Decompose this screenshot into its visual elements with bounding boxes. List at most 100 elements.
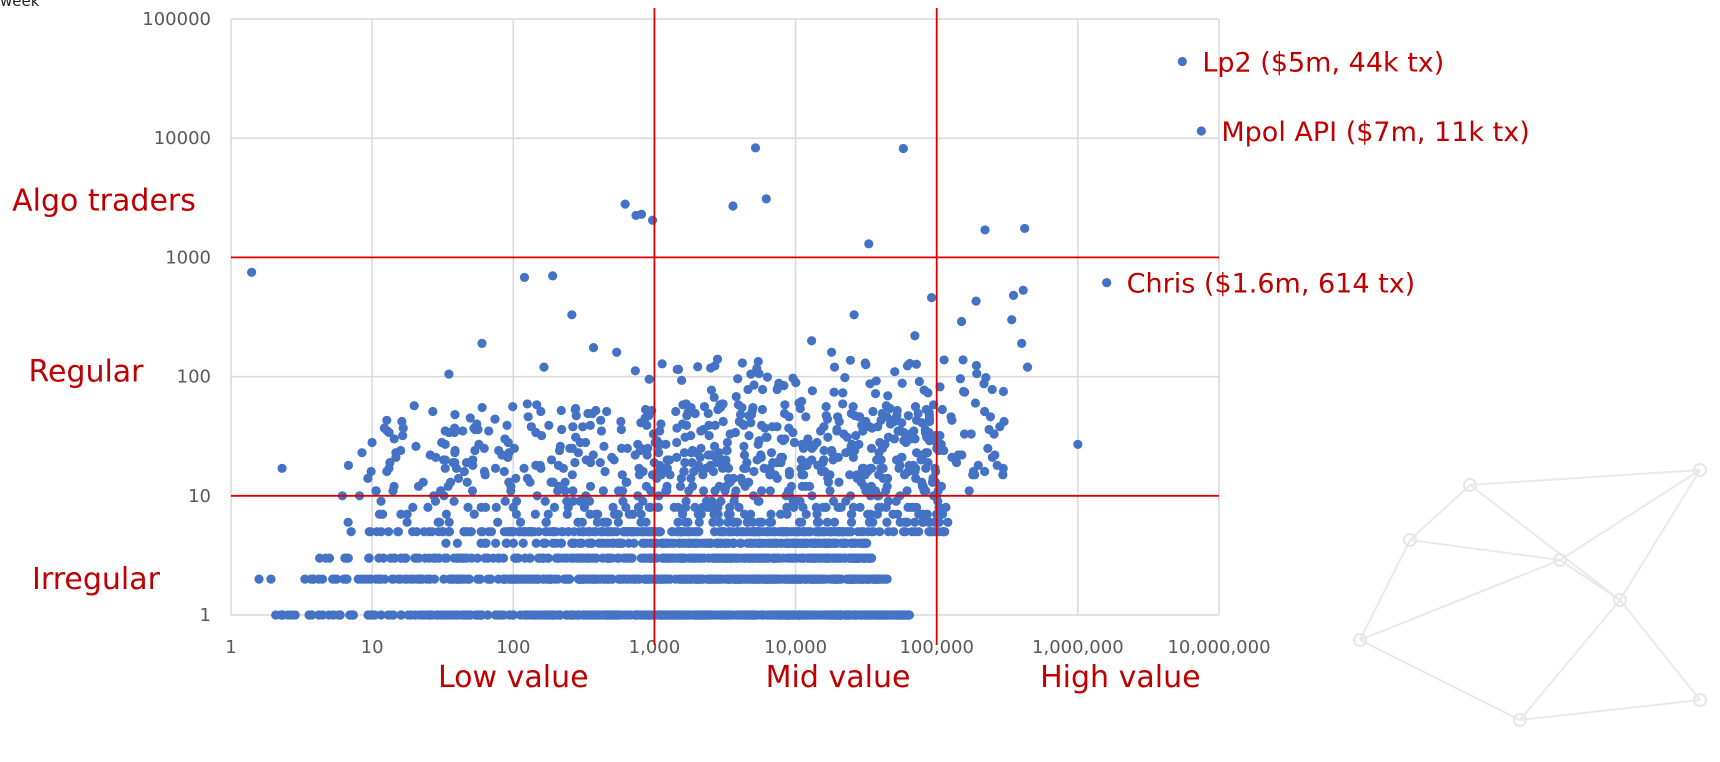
data-point <box>662 455 672 465</box>
data-point <box>629 538 639 548</box>
data-point <box>840 610 850 620</box>
data-point <box>998 386 1009 397</box>
data-point <box>987 452 998 462</box>
data-point <box>888 509 898 519</box>
data-point <box>332 574 342 584</box>
x-tick-label: 10 <box>361 637 384 658</box>
data-point <box>939 355 949 365</box>
data-point <box>617 538 628 548</box>
data-point <box>431 610 441 620</box>
data-point <box>897 418 907 428</box>
data-point <box>475 574 485 584</box>
data-point <box>462 477 472 487</box>
data-point <box>824 553 834 563</box>
data-point <box>637 527 647 537</box>
data-point <box>919 486 929 496</box>
data-point <box>541 517 551 527</box>
data-point <box>654 448 664 458</box>
data-point <box>518 527 528 537</box>
data-point <box>585 420 595 430</box>
data-point <box>789 437 800 448</box>
data-point <box>685 553 696 563</box>
x-tick-label: 1,000,000 <box>1032 637 1124 658</box>
data-point <box>469 509 479 519</box>
data-point <box>760 423 770 433</box>
data-point <box>604 574 614 584</box>
data-point <box>477 402 487 413</box>
data-point <box>621 610 631 620</box>
data-point <box>712 457 722 468</box>
data-point <box>449 496 459 506</box>
data-point <box>617 470 627 480</box>
data-point <box>754 538 764 548</box>
data-point <box>802 610 812 620</box>
data-point <box>335 610 345 620</box>
data-point <box>357 448 367 458</box>
x-tick-label: 100,000 <box>899 637 973 658</box>
data-point <box>640 413 650 423</box>
data-point <box>883 432 894 442</box>
data-point <box>821 402 831 412</box>
data-point <box>883 527 894 537</box>
data-point <box>748 517 758 527</box>
data-point <box>859 553 869 563</box>
x-tick-label: 100 <box>496 637 530 658</box>
data-point <box>722 445 732 456</box>
data-point <box>797 470 807 480</box>
data-point <box>653 502 664 512</box>
data-point <box>823 432 833 442</box>
data-point <box>490 463 501 473</box>
data-point <box>501 538 511 548</box>
data-point <box>627 527 637 537</box>
data-point <box>558 527 568 537</box>
data-point <box>807 336 817 346</box>
data-point <box>502 420 512 430</box>
data-point <box>570 457 580 468</box>
data-point <box>699 402 710 412</box>
data-point <box>846 527 856 537</box>
data-point <box>430 496 441 506</box>
data-point <box>752 553 762 563</box>
data-point <box>543 509 553 519</box>
watermark-node <box>1513 713 1527 727</box>
data-point <box>791 378 801 388</box>
data-point <box>571 432 581 442</box>
data-point <box>594 538 604 548</box>
data-point <box>599 441 609 451</box>
data-point <box>958 355 968 365</box>
data-point <box>780 434 790 444</box>
data-point <box>672 364 682 374</box>
data-point <box>822 517 832 527</box>
y-axis-ticks: 1 10 100 1000 10000 100000 <box>142 9 211 626</box>
data-point <box>588 450 598 460</box>
data-point <box>939 445 949 456</box>
data-point <box>644 374 654 384</box>
data-point <box>848 402 858 412</box>
data-point <box>838 388 848 398</box>
data-point <box>366 466 376 477</box>
data-point <box>910 331 920 341</box>
data-point <box>425 450 435 460</box>
data-point <box>762 372 772 382</box>
data-point <box>549 502 560 512</box>
data-point <box>999 416 1009 427</box>
data-point <box>465 413 475 423</box>
data-point <box>775 509 786 519</box>
data-point <box>602 406 612 417</box>
data-point <box>546 610 557 620</box>
data-point <box>570 404 580 415</box>
data-point <box>910 434 920 444</box>
annotated-point <box>1177 56 1187 67</box>
data-point <box>705 574 715 584</box>
watermark-line <box>1619 469 1701 601</box>
data-point <box>798 502 808 512</box>
data-point <box>706 385 717 395</box>
data-point <box>845 355 855 365</box>
data-point <box>905 358 915 369</box>
data-point <box>811 502 821 512</box>
data-point <box>531 538 541 548</box>
data-point <box>573 517 583 527</box>
data-point <box>504 448 514 458</box>
data-point <box>934 502 944 512</box>
data-point <box>833 574 843 584</box>
